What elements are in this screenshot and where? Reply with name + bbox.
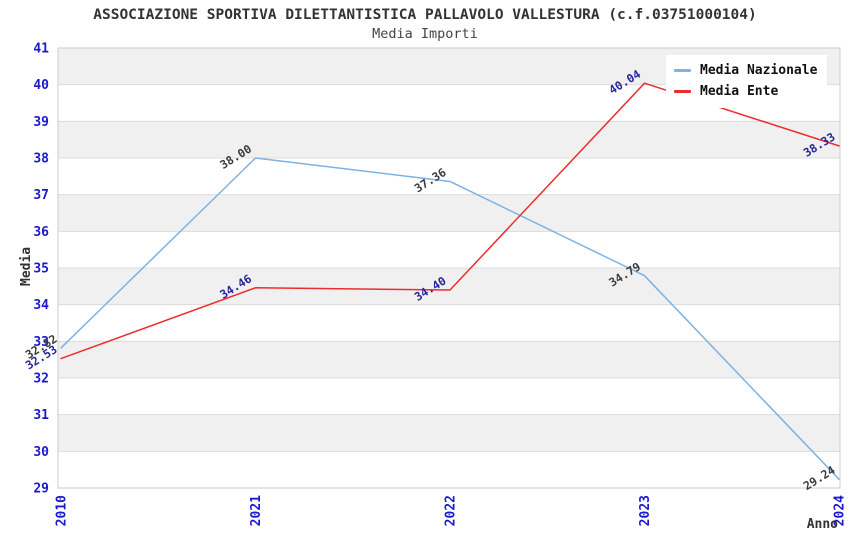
plot-border <box>57 47 841 489</box>
legend-item-media-ente: Media Ente <box>674 81 817 102</box>
svg-text:2022: 2022 <box>444 495 459 526</box>
y-axis-ticks: 29 30 31 32 33 34 35 36 37 38 39 40 41 <box>33 42 49 497</box>
svg-text:2023: 2023 <box>638 495 653 526</box>
gridlines <box>58 84 840 452</box>
plot-bands <box>58 48 840 488</box>
x-axis-ticks: 2010 2021 2022 2023 2024 <box>55 495 848 526</box>
svg-text:39: 39 <box>33 115 49 130</box>
line-swatch-icon <box>674 69 691 72</box>
svg-text:32: 32 <box>33 372 49 387</box>
x-axis-title: Anno <box>807 517 838 532</box>
svg-text:40: 40 <box>33 78 49 93</box>
svg-text:41: 41 <box>33 42 49 57</box>
legend-label: Media Ente <box>700 84 779 99</box>
svg-text:30: 30 <box>33 445 49 460</box>
svg-text:31: 31 <box>33 408 49 423</box>
svg-text:35: 35 <box>33 262 49 277</box>
chart-legend: Media Nazionale Media Ente <box>666 55 828 108</box>
svg-text:34: 34 <box>33 298 49 313</box>
chart-subtitle: Media Importi <box>372 26 478 42</box>
chart-title: ASSOCIAZIONE SPORTIVA DILETTANTISTICA PA… <box>93 7 757 23</box>
y-axis-title: Media <box>19 247 34 286</box>
svg-text:2024: 2024 <box>833 495 848 526</box>
svg-text:36: 36 <box>33 225 49 240</box>
svg-text:29: 29 <box>33 482 49 497</box>
svg-text:33: 33 <box>33 335 49 350</box>
svg-text:2021: 2021 <box>249 495 264 526</box>
series-line-media-nazionale <box>60 157 840 480</box>
svg-text:2010: 2010 <box>55 495 70 526</box>
svg-text:38: 38 <box>33 152 49 167</box>
svg-text:37: 37 <box>33 188 49 203</box>
legend-item-media-nazionale: Media Nazionale <box>674 60 817 81</box>
legend-label: Media Nazionale <box>700 63 818 78</box>
line-swatch-icon <box>674 90 691 93</box>
